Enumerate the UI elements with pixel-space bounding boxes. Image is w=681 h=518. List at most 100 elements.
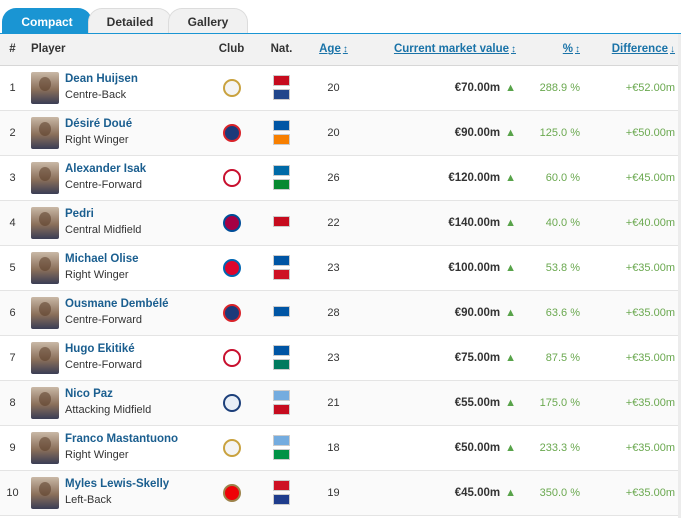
player-avatar[interactable] bbox=[31, 296, 59, 329]
rank: 10 bbox=[0, 470, 25, 516]
table-row: 7 Hugo Ekitiké Centre-Forward 23 €75.00m… bbox=[0, 335, 681, 381]
club-crest-icon[interactable] bbox=[222, 348, 241, 367]
nationality-cell bbox=[258, 290, 305, 336]
player-position: Centre-Forward bbox=[65, 359, 143, 371]
value-difference: +€52.00m bbox=[586, 65, 681, 111]
header-nationality: Nat. bbox=[258, 34, 305, 66]
player-avatar[interactable] bbox=[31, 116, 59, 149]
player-cell: Alexander Isak Centre-Forward bbox=[25, 155, 205, 201]
player-name-link[interactable]: Michael Olise bbox=[65, 253, 139, 265]
player-name-link[interactable]: Myles Lewis-Skelly bbox=[65, 478, 170, 490]
market-value[interactable]: €45.00m bbox=[454, 486, 501, 499]
market-value[interactable]: €70.00m bbox=[454, 81, 501, 94]
player-name-link[interactable]: Hugo Ekitiké bbox=[65, 343, 135, 355]
header-player: Player bbox=[25, 34, 205, 66]
player-avatar[interactable] bbox=[31, 71, 59, 104]
player-name-link[interactable]: Nico Paz bbox=[65, 388, 113, 400]
player-name-link[interactable]: Dean Huijsen bbox=[65, 73, 138, 85]
market-value[interactable]: €140.00m bbox=[448, 216, 501, 229]
percent-change: 175.0 % bbox=[522, 380, 586, 426]
table-row: 6 Ousmane Dembélé Centre-Forward 28 €90.… bbox=[0, 290, 681, 336]
age: 22 bbox=[305, 200, 362, 246]
percent-change: 63.6 % bbox=[522, 290, 586, 336]
flag-icon bbox=[273, 390, 290, 401]
club-cell bbox=[205, 380, 258, 426]
value-difference: +€40.00m bbox=[586, 200, 681, 246]
market-value[interactable]: €75.00m bbox=[454, 351, 501, 364]
trend-up-icon: ▲ bbox=[505, 81, 516, 94]
player-name-link[interactable]: Franco Mastantuono bbox=[65, 433, 179, 445]
age: 21 bbox=[305, 380, 362, 426]
player-position: Right Winger bbox=[65, 269, 129, 281]
value-difference: +€35.00m bbox=[586, 470, 681, 516]
player-avatar[interactable] bbox=[31, 476, 59, 509]
club-crest-icon[interactable] bbox=[222, 168, 241, 187]
header-difference[interactable]: Difference ↓ bbox=[586, 34, 681, 66]
market-value[interactable]: €90.00m bbox=[454, 306, 501, 319]
sort-icon: ↕ bbox=[342, 44, 348, 56]
tab-compact[interactable]: Compact bbox=[2, 8, 92, 34]
rank: 5 bbox=[0, 245, 25, 291]
nationality-cell bbox=[258, 425, 305, 471]
value-difference: +€35.00m bbox=[586, 425, 681, 471]
market-value-cell: €90.00m ▲ bbox=[362, 290, 522, 336]
trend-up-icon: ▲ bbox=[505, 486, 516, 499]
flag-icon bbox=[273, 435, 290, 446]
tab-detailed[interactable]: Detailed bbox=[88, 8, 172, 34]
tab-gallery[interactable]: Gallery bbox=[168, 8, 248, 34]
sort-icon: ↕ bbox=[511, 44, 516, 56]
player-cell: Désiré Doué Right Winger bbox=[25, 110, 205, 156]
club-crest-icon[interactable] bbox=[222, 483, 241, 502]
header-market-value[interactable]: Current market value ↕ bbox=[362, 34, 522, 66]
market-value[interactable]: €55.00m bbox=[454, 396, 501, 409]
market-value[interactable]: €100.00m bbox=[448, 261, 501, 274]
club-crest-icon[interactable] bbox=[222, 78, 241, 97]
club-crest-icon[interactable] bbox=[222, 393, 241, 412]
market-value[interactable]: €120.00m bbox=[448, 171, 501, 184]
header-percent[interactable]: % ↕ bbox=[522, 34, 586, 66]
player-name-link[interactable]: Ousmane Dembélé bbox=[65, 298, 169, 310]
flag-icon bbox=[273, 269, 290, 280]
player-avatar[interactable] bbox=[31, 341, 59, 374]
player-avatar[interactable] bbox=[31, 161, 59, 194]
table-row: 2 Désiré Doué Right Winger 20 €90.00m ▲ 1… bbox=[0, 110, 681, 156]
flag-icon bbox=[273, 449, 290, 460]
sort-desc-icon: ↓ bbox=[670, 44, 675, 56]
trend-up-icon: ▲ bbox=[505, 216, 516, 229]
market-value[interactable]: €50.00m bbox=[454, 441, 501, 454]
player-cell: Pedri Central Midfield bbox=[25, 200, 205, 246]
club-crest-icon[interactable] bbox=[222, 258, 241, 277]
player-name-link[interactable]: Alexander Isak bbox=[65, 163, 147, 175]
player-position: Left-Back bbox=[65, 494, 112, 506]
club-cell bbox=[205, 200, 258, 246]
rank: 4 bbox=[0, 200, 25, 246]
club-crest-icon[interactable] bbox=[222, 123, 241, 142]
player-avatar[interactable] bbox=[31, 251, 59, 284]
percent-change: 350.0 % bbox=[522, 470, 586, 516]
club-crest-icon[interactable] bbox=[222, 303, 241, 322]
flag-icon bbox=[273, 345, 290, 356]
club-crest-icon[interactable] bbox=[222, 438, 241, 457]
nationality-cell bbox=[258, 155, 305, 201]
sort-icon: ↕ bbox=[575, 44, 580, 56]
market-value[interactable]: €90.00m bbox=[454, 126, 501, 139]
percent-change: 233.3 % bbox=[522, 425, 586, 471]
player-avatar[interactable] bbox=[31, 206, 59, 239]
flag-icon bbox=[273, 494, 290, 505]
club-cell bbox=[205, 155, 258, 201]
player-position: Central Midfield bbox=[65, 224, 142, 236]
player-name-link[interactable]: Pedri bbox=[65, 208, 94, 220]
percent-change: 288.9 % bbox=[522, 65, 586, 111]
club-crest-icon[interactable] bbox=[222, 213, 241, 232]
table-header: # Player Club Nat. Age ↕ Current market v… bbox=[0, 34, 681, 66]
player-avatar[interactable] bbox=[31, 431, 59, 464]
nationality-cell bbox=[258, 380, 305, 426]
flag-icon bbox=[273, 165, 290, 176]
player-name-link[interactable]: Désiré Doué bbox=[65, 118, 133, 130]
table-row: 10 Myles Lewis-Skelly Left-Back 19 €45.0… bbox=[0, 470, 681, 516]
scrollbar[interactable] bbox=[678, 34, 681, 518]
flag-icon bbox=[273, 255, 290, 266]
player-avatar[interactable] bbox=[31, 386, 59, 419]
club-cell bbox=[205, 470, 258, 516]
header-age[interactable]: Age ↕ bbox=[305, 34, 362, 66]
